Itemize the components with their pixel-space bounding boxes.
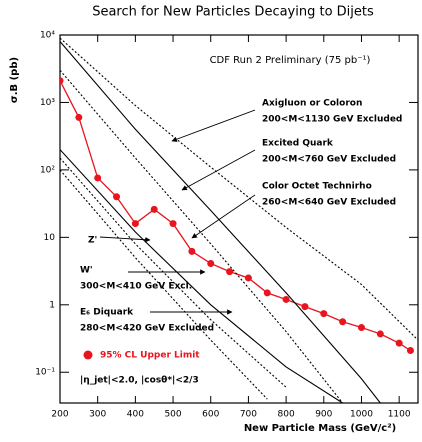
chart-title: Search for New Particles Decaying to Dij…	[92, 5, 374, 20]
data-point	[339, 318, 347, 326]
x-axis-label: New Particle Mass (GeV/c²)	[244, 423, 396, 434]
data-point	[320, 310, 328, 318]
y-tick-label: 10³	[40, 98, 55, 108]
arrow	[171, 109, 256, 142]
data-point	[169, 220, 177, 228]
x-tick-label: 1100	[388, 410, 411, 420]
series-note: 200<M<760 GeV Excluded	[262, 155, 396, 165]
data-point	[282, 295, 290, 303]
data-point	[188, 247, 196, 255]
data-point	[113, 193, 121, 201]
x-tick-label: 300	[89, 410, 106, 420]
data-point	[376, 330, 384, 338]
series-line	[60, 149, 343, 403]
data-point	[357, 324, 365, 332]
y-axis-label: σ.B (pb)	[9, 57, 20, 103]
series-label: E₆ Diquark	[80, 308, 134, 318]
data-point	[244, 274, 252, 282]
data-point	[94, 174, 102, 182]
x-tick-label: 600	[202, 410, 219, 420]
subtitle: CDF Run 2 Preliminary (75 pb⁻¹)	[210, 55, 371, 66]
series-label: Z'	[88, 236, 97, 246]
series-note: 260<M<640 GeV Excluded	[262, 198, 396, 208]
x-tick-label: 700	[240, 410, 257, 420]
plot-frame	[59, 34, 419, 404]
data-point	[75, 113, 83, 121]
series-line	[60, 37, 418, 341]
data-point	[131, 220, 139, 228]
x-tick-label: 200	[51, 410, 68, 420]
x-tick-label: 400	[127, 410, 144, 420]
x-tick-label: 900	[315, 410, 332, 420]
data-point	[226, 268, 234, 276]
series-label: Color Octet Technirho	[262, 182, 372, 192]
x-tick-label: 1000	[350, 410, 373, 420]
series-label: Axigluon or Coloron	[262, 99, 362, 109]
series-note: 200<M<1130 GeV Excluded	[262, 115, 402, 125]
series-label: Excited Quark	[262, 139, 334, 149]
y-tick-label: 10	[44, 233, 56, 243]
series-line	[60, 157, 287, 388]
arrow	[181, 149, 256, 191]
y-tick-label: 1	[49, 300, 55, 310]
y-tick-label: 10²	[40, 165, 55, 175]
series-note: 300<M<410 GeV Excl.	[80, 282, 192, 292]
legend-marker	[83, 350, 93, 360]
x-tick-label: 800	[278, 410, 295, 420]
data-point	[263, 289, 271, 297]
y-tick-label: 10⁴	[40, 31, 55, 41]
x-tick-label: 500	[164, 410, 181, 420]
data-point	[60, 77, 64, 85]
data-point	[395, 339, 403, 347]
plot-area	[60, 37, 418, 403]
y-tick-label: 10⁻¹	[35, 368, 55, 378]
data-point	[406, 347, 414, 355]
legend-label: 95% CL Upper Limit	[100, 351, 200, 361]
series-line	[60, 41, 381, 403]
series-line	[60, 69, 344, 403]
data-point	[301, 303, 309, 311]
arrow	[99, 236, 151, 243]
arrow	[191, 194, 256, 239]
series-line	[60, 169, 268, 400]
data-point	[150, 205, 158, 213]
series-note: 280<M<420 GeV Excluded	[80, 324, 214, 334]
cuts-note: |η_jet|<2.0, |cosθ*|<2/3	[80, 376, 199, 386]
data-point	[207, 259, 215, 267]
series-label: W'	[80, 266, 93, 276]
